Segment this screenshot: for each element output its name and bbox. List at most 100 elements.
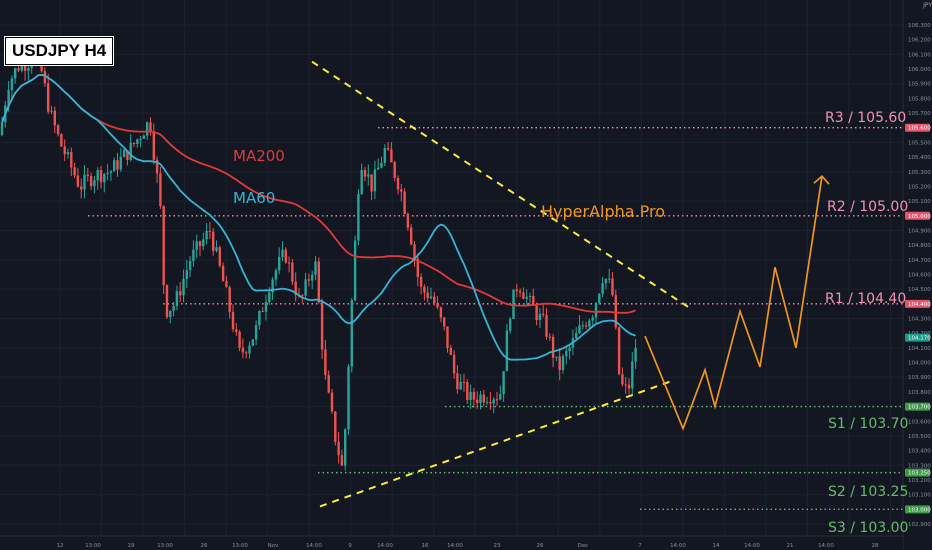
time-tick: 13:00: [85, 543, 101, 549]
time-tick: 23: [494, 543, 501, 549]
candle: [426, 292, 429, 299]
candle: [238, 331, 241, 348]
candle: [116, 160, 119, 170]
candle: [353, 240, 357, 301]
price-tick: 105.500: [908, 140, 931, 146]
candle: [367, 174, 370, 177]
time-tick: 14:00: [447, 543, 463, 549]
ma200-line: [1, 73, 636, 314]
candle: [43, 71, 47, 84]
price-tick: 105.700: [908, 111, 931, 117]
time-tick: 14:00: [670, 543, 686, 549]
candle: [274, 270, 278, 280]
candle: [155, 159, 159, 174]
candle: [53, 110, 56, 126]
candle: [202, 239, 205, 247]
candle: [271, 279, 274, 293]
candle: [122, 150, 126, 158]
candle: [334, 411, 337, 442]
candle: [287, 262, 291, 264]
candle: [565, 351, 568, 357]
candle: [575, 333, 578, 339]
time-tick: 16: [422, 543, 429, 549]
time-tick: 13:00: [157, 543, 173, 549]
time-tick: 14: [713, 543, 720, 549]
candle: [258, 311, 261, 326]
candle: [66, 152, 70, 155]
price-tick: 104.600: [908, 273, 931, 279]
price-tick: 105.800: [908, 96, 931, 102]
candle: [400, 189, 403, 192]
level-label-r2: R2 / 105.00: [827, 199, 909, 215]
candle: [10, 78, 14, 91]
level-label-s1: S1 / 103.70: [828, 416, 909, 432]
candle: [466, 382, 469, 401]
price-tick: 104.900: [908, 228, 931, 234]
candle: [383, 148, 386, 163]
price-tick: 106.100: [908, 52, 931, 58]
candle: [142, 135, 146, 139]
candle: [584, 325, 588, 327]
candle: [479, 394, 482, 403]
candle: [185, 269, 188, 279]
candle: [370, 174, 373, 192]
candle: [499, 394, 502, 400]
candle: [169, 310, 172, 318]
price-tick: 102.900: [908, 522, 931, 528]
candle: [489, 402, 492, 404]
candle: [350, 300, 353, 367]
price-tick: 103.300: [908, 463, 931, 469]
price-badge-label: 103.000: [908, 507, 931, 513]
candle: [47, 83, 50, 112]
candle: [195, 241, 198, 250]
candle: [505, 330, 509, 372]
candle: [485, 402, 489, 404]
candle: [591, 317, 594, 321]
candle: [492, 399, 495, 404]
candle: [119, 157, 122, 170]
candle: [377, 167, 380, 170]
price-tick: 105.200: [908, 184, 931, 190]
candle: [304, 279, 307, 296]
candle: [502, 371, 505, 395]
candle: [165, 285, 169, 318]
candle: [347, 366, 350, 430]
price-tick: 104.800: [908, 243, 931, 249]
candle: [7, 90, 10, 106]
candle: [172, 305, 175, 311]
candle: [231, 311, 235, 330]
candle: [439, 307, 443, 318]
price-tick: 103.200: [908, 478, 931, 484]
candle: [532, 295, 535, 306]
level-label-r1: R1 / 104.40: [825, 291, 907, 307]
candle: [542, 313, 545, 315]
candle: [251, 339, 254, 346]
level-label-s3: S3 / 103.00: [828, 520, 909, 536]
candle: [264, 302, 268, 312]
candle: [515, 289, 518, 292]
candle: [152, 131, 155, 160]
price-tick: 104.700: [908, 258, 931, 264]
candle: [482, 394, 485, 403]
candle: [221, 265, 225, 282]
candle: [188, 261, 192, 270]
candle: [386, 148, 390, 150]
price-tick: 103.500: [908, 434, 931, 440]
time-tick: 14:00: [377, 543, 393, 549]
candle: [344, 429, 347, 466]
candle: [509, 318, 512, 331]
price-badge-label: 104.400: [908, 302, 931, 308]
price-tick: 105.100: [908, 199, 931, 205]
price-tick: 103.600: [908, 419, 931, 425]
candle: [403, 191, 406, 214]
candle: [294, 281, 297, 296]
candle: [235, 329, 238, 332]
candle: [578, 325, 581, 334]
price-badge: [905, 211, 930, 220]
candle: [423, 286, 426, 293]
time-tick: 7: [638, 543, 642, 549]
candle: [106, 173, 109, 175]
candle: [446, 326, 449, 349]
candle: [462, 382, 466, 384]
